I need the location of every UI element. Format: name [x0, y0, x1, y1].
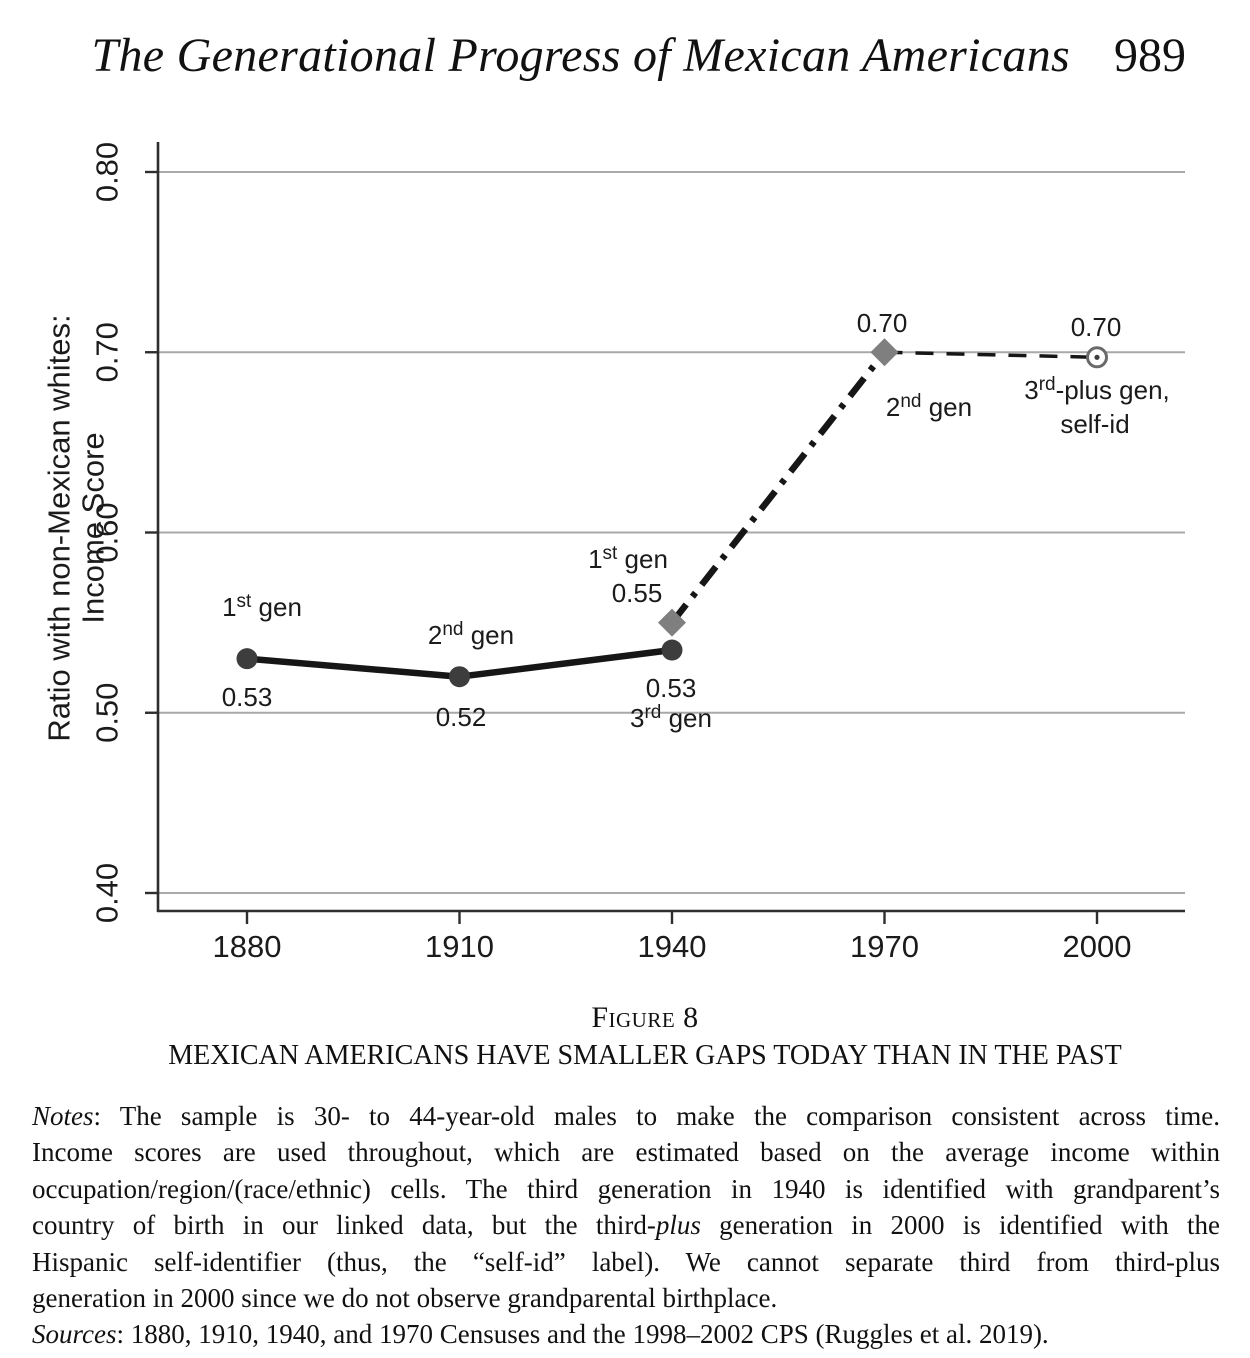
annotation-label: 0.53: [646, 673, 697, 703]
notes-line: generation in 2000 since we do not obser…: [32, 1283, 778, 1314]
y-tick-label: 0.50: [90, 683, 125, 743]
y-tick-label: 0.40: [90, 863, 125, 923]
marker-filled-circle: [661, 639, 683, 661]
notes-line: occupation/region/(race/ethnic) cells. T…: [32, 1173, 1220, 1204]
figure-label: Figure 8: [591, 1001, 699, 1034]
notes-line: country of birth in our linked data, but…: [32, 1210, 1220, 1241]
x-tick-label: 2000: [1063, 929, 1132, 964]
y-tick-label: 0.80: [90, 142, 125, 202]
annotation-label: 2nd gen: [428, 619, 514, 650]
annotation-label: 0.70: [857, 308, 908, 338]
annotation-label: 2nd gen: [886, 391, 972, 422]
y-axis-title-line: Income Score: [76, 432, 111, 623]
x-tick-label: 1940: [638, 929, 707, 964]
page-number: 989: [1114, 29, 1186, 82]
figure-8-chart: 0.40 0.50 0.60 0.70 0.80 1880 1910 1940 1970 2000…: [42, 142, 1185, 964]
y-tick-label: 0.70: [90, 322, 125, 382]
x-tick-label: 1970: [850, 929, 919, 964]
marker-filled-circle: [236, 648, 258, 670]
annotation-label: 0.53: [222, 682, 273, 712]
y-tick-label: 0.60: [90, 502, 125, 562]
annotation-label: 0.52: [436, 702, 487, 732]
annotation-label: 0.70: [1071, 312, 1122, 342]
running-head: The Generational Progress of Mexican Ame…: [0, 30, 1186, 82]
annotation-label: self-id: [1060, 409, 1129, 439]
notes-line: Sources: 1880, 1910, 1940, and 1970 Cens…: [32, 1319, 1049, 1350]
y-axis-title-line: Ratio with non-Mexican whites:: [42, 314, 77, 741]
running-title: The Generational Progress of Mexican Ame…: [91, 29, 1070, 82]
notes-line: Income scores are used throughout, which…: [32, 1137, 1220, 1168]
notes-block: Notes: The sample is 30- to 44-year-old …: [32, 1098, 1220, 1353]
annotation-label: 3rd gen: [630, 702, 712, 733]
annotation-label: 1st gen: [588, 543, 668, 574]
annotation-label: 0.55: [612, 578, 663, 608]
figure-title: MEXICAN AMERICANS HAVE SMALLER GAPS TODA…: [168, 1040, 1122, 1071]
notes-line: Notes: The sample is 30- to 44-year-old …: [32, 1101, 1220, 1131]
x-tick-label: 1880: [213, 929, 282, 964]
marker-open-circle-dot: [1094, 354, 1100, 360]
series-line-self-id-1970-2000: [884, 350, 1098, 360]
annotation-label: 3rd-plus gen,: [1024, 374, 1170, 405]
series-line-linked-1940-1970: [669, 350, 888, 625]
marker-filled-diamond: [658, 608, 686, 637]
annotation-label: 1st gen: [222, 591, 302, 622]
figure-caption: Figure 8 MEXICAN AMERICANS HAVE SMALLER …: [40, 1001, 1250, 1072]
marker-filled-diamond: [870, 338, 899, 367]
x-tick-label: 1910: [425, 929, 494, 964]
marker-filled-circle: [449, 666, 470, 688]
notes-line: Hispanic self-identifier (thus, the “sel…: [32, 1246, 1220, 1277]
